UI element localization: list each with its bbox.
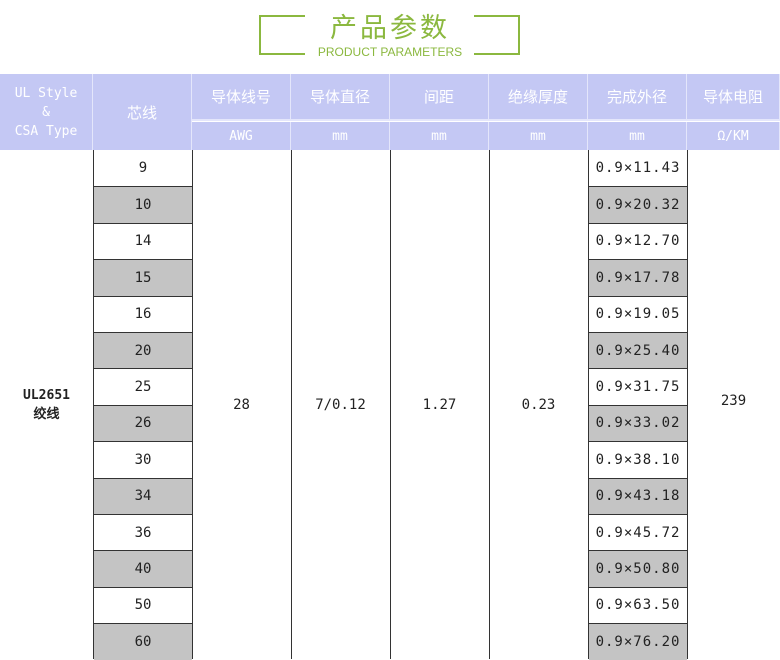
bracket-left: [259, 15, 305, 55]
cores-cell: 10: [94, 186, 192, 223]
cores-cell: 25: [94, 368, 192, 404]
header-col: 绝缘厚度: [489, 74, 588, 121]
od-cell: 0.9×50.80: [589, 550, 687, 587]
header-unit: mm: [489, 122, 588, 150]
od-cell: 0.9×43.18: [589, 477, 687, 514]
od-cell: 0.9×63.50: [589, 586, 687, 623]
divider: [588, 150, 589, 659]
cores-cell: 36: [94, 514, 192, 550]
cores-cell: 30: [94, 441, 192, 477]
cores-cell: 40: [94, 550, 192, 587]
header-col: 导体直径: [291, 74, 390, 121]
title-cn: 产品参数: [330, 13, 450, 44]
od-cell: 0.9×11.43: [595, 160, 681, 177]
cores-cell: 20: [94, 332, 192, 369]
header-unit: Ω/KM: [687, 122, 780, 150]
awg-cell: 28: [233, 396, 250, 413]
cores-cell: 15: [94, 259, 192, 296]
title-en: PRODUCT PARAMETERS: [317, 45, 463, 59]
od-cell: 0.9×25.40: [589, 332, 687, 369]
od-cell: 0.9×33.02: [589, 404, 687, 442]
od-cell: 0.9×31.75: [589, 368, 687, 404]
header-unit: mm: [291, 122, 390, 150]
header-unit: mm: [588, 122, 687, 150]
cores-cell: 9: [138, 160, 148, 177]
cores-cell: 50: [94, 586, 192, 623]
bracket-right: [474, 15, 520, 55]
divider: [489, 150, 490, 659]
cores-cell: 26: [94, 404, 192, 442]
cores-cell: 60: [94, 623, 192, 660]
cores-cell: 14: [94, 222, 192, 259]
od-cell: 0.9×20.32: [589, 186, 687, 223]
divider: [687, 150, 688, 659]
od-cell: 0.9×17.78: [589, 259, 687, 296]
header-unit: AWG: [192, 122, 291, 150]
cores-cell: 34: [94, 477, 192, 514]
header-cores: 芯线: [93, 74, 192, 150]
resistance-cell: 239: [720, 392, 747, 409]
divider: [390, 150, 391, 659]
od-cell: 0.9×12.70: [589, 222, 687, 259]
pitch-cell: 1.27: [422, 396, 457, 413]
diameter-cell: 7/0.12: [315, 396, 366, 413]
od-cell: 0.9×38.10: [589, 441, 687, 477]
header-col: 导体电阻: [687, 74, 780, 121]
cores-cell: 16: [94, 295, 192, 332]
header-col: 间距: [390, 74, 489, 121]
divider: [291, 150, 292, 659]
section-title: 产品参数 PRODUCT PARAMETERS: [0, 0, 780, 74]
od-cell: 0.9×45.72: [589, 514, 687, 550]
insulation-cell: 0.23: [521, 396, 556, 413]
od-cell: 0.9×76.20: [589, 623, 687, 660]
header-type: UL Style & CSA Type: [0, 74, 93, 150]
header-unit: mm: [390, 122, 489, 150]
header-col: 完成外径: [588, 74, 687, 121]
od-cell: 0.9×19.05: [589, 295, 687, 332]
type-cell: UL2651 绞线: [23, 387, 70, 422]
header-col: 导体线号: [192, 74, 291, 121]
divider: [192, 150, 193, 659]
divider: [93, 150, 94, 659]
